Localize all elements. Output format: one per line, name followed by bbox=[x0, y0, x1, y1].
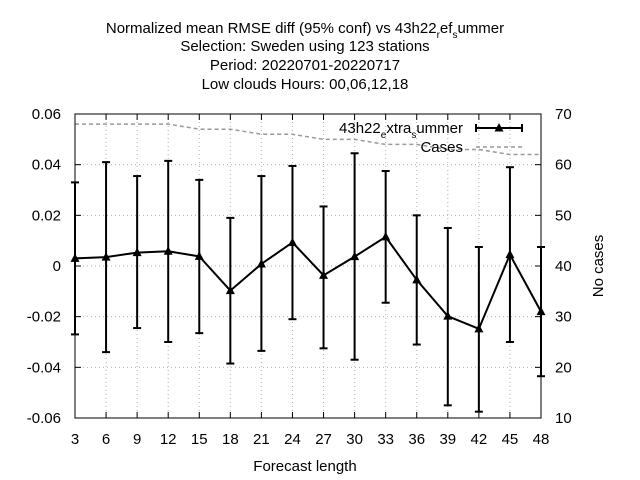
x-tick-label: 30 bbox=[346, 431, 363, 448]
y2-tick-label: 10 bbox=[555, 410, 572, 427]
main-line bbox=[74, 235, 542, 331]
x-axis-ticks: 3 6 9 12 15 18 21 24 27 30 33 36 39 42 45 48 bbox=[71, 114, 550, 448]
legend: 43h22extrasummer Cases bbox=[339, 120, 523, 156]
x-tick-label: 21 bbox=[253, 431, 270, 448]
y2-tick-label: 50 bbox=[555, 207, 572, 224]
y-tick-label: -0.06 bbox=[27, 410, 61, 427]
y-tick-label: 0.04 bbox=[32, 157, 61, 174]
main-series bbox=[70, 231, 546, 333]
y-tick-label: 0 bbox=[53, 258, 61, 275]
x-tick-label: 33 bbox=[377, 431, 394, 448]
title-line-2: Selection: Sweden using 123 stations bbox=[180, 38, 429, 55]
data-point bbox=[350, 251, 360, 261]
y2-tick-label: 40 bbox=[555, 258, 572, 275]
x-tick-label: 6 bbox=[102, 431, 110, 448]
error-bars bbox=[71, 152, 545, 413]
x-tick-label: 3 bbox=[71, 431, 79, 448]
cases-series bbox=[75, 123, 541, 156]
y2-tick-label: 60 bbox=[555, 157, 572, 174]
x-tick-label: 12 bbox=[160, 431, 177, 448]
x-tick-label: 18 bbox=[222, 431, 239, 448]
y-axis-ticks: -0.06 -0.04 -0.02 0 0.02 0.04 0.06 bbox=[27, 106, 81, 427]
grid bbox=[75, 114, 541, 418]
y2-tick-label: 20 bbox=[555, 359, 572, 376]
data-point bbox=[101, 252, 111, 261]
title-line-1: Normalized mean RMSE diff (95% conf) vs … bbox=[106, 20, 504, 41]
x-tick-label: 27 bbox=[315, 431, 332, 448]
data-point bbox=[132, 247, 142, 257]
y2-tick-label: 70 bbox=[555, 106, 572, 123]
y2-tick-label: 30 bbox=[555, 309, 572, 326]
x-tick-label: 42 bbox=[471, 431, 488, 448]
x-tick-label: 15 bbox=[191, 431, 208, 448]
data-point bbox=[319, 270, 329, 279]
y2-axis-ticks: 10 20 30 40 50 60 70 bbox=[535, 106, 572, 427]
data-point bbox=[225, 285, 235, 295]
x-axis-label: Forecast length bbox=[253, 458, 356, 475]
data-point bbox=[256, 258, 266, 268]
cases-line bbox=[75, 123, 541, 156]
data-point bbox=[474, 323, 484, 333]
data-point bbox=[412, 274, 422, 284]
x-tick-label: 36 bbox=[408, 431, 425, 448]
y2-axis-label: No cases bbox=[590, 235, 607, 298]
data-point bbox=[505, 249, 515, 259]
y-tick-label: -0.02 bbox=[27, 309, 61, 326]
y-tick-label: -0.04 bbox=[27, 359, 61, 376]
y-tick-label: 0.02 bbox=[32, 207, 61, 224]
legend-label-main: 43h22extrasummer bbox=[339, 120, 463, 141]
legend-marker bbox=[494, 123, 504, 132]
data-point bbox=[381, 231, 391, 241]
x-tick-label: 9 bbox=[133, 431, 141, 448]
data-point bbox=[443, 311, 453, 320]
x-tick-label: 39 bbox=[439, 431, 456, 448]
x-tick-label: 45 bbox=[502, 431, 519, 448]
x-tick-label: 24 bbox=[284, 431, 301, 448]
title-line-4: Low clouds Hours: 00,06,12,18 bbox=[202, 76, 409, 93]
x-tick-label: 48 bbox=[533, 431, 550, 448]
legend-sample-main bbox=[475, 123, 523, 132]
chart-title: Normalized mean RMSE diff (95% conf) vs … bbox=[106, 20, 504, 93]
data-point bbox=[163, 246, 173, 255]
y-tick-label: 0.06 bbox=[32, 106, 61, 123]
title-line-3: Period: 20220701-20220717 bbox=[210, 57, 400, 74]
legend-label-cases: Cases bbox=[420, 139, 463, 156]
data-point bbox=[287, 237, 297, 246]
data-point bbox=[194, 251, 204, 260]
